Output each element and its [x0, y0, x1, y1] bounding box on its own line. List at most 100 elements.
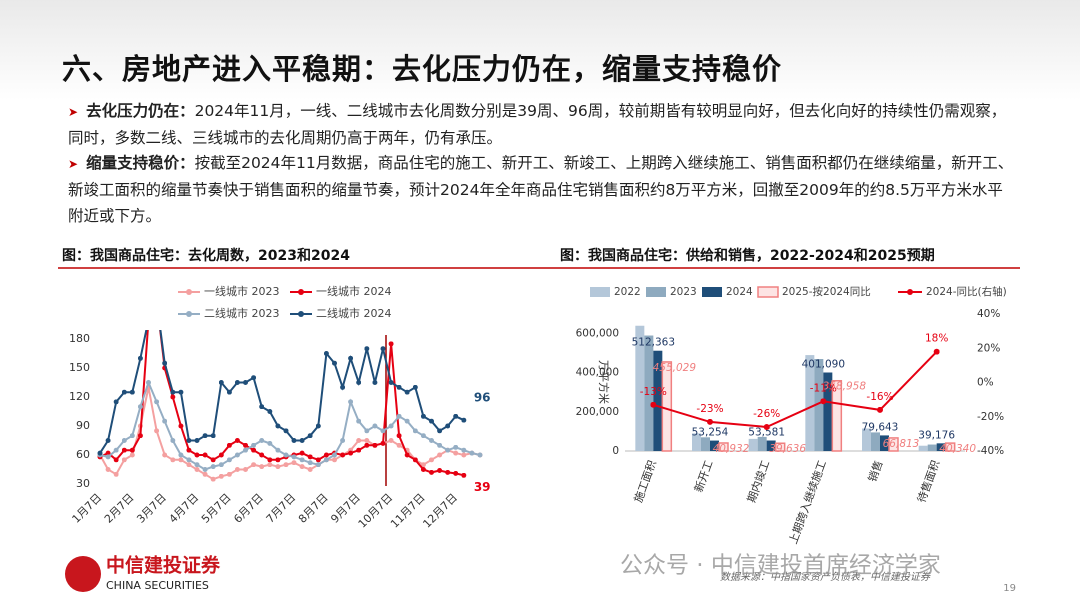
watermark: 公众号 · 中信建投首席经济学家	[620, 553, 941, 579]
bar	[944, 442, 956, 452]
data-label: 66,813	[883, 438, 920, 450]
legend-label: 二线城市 2023	[204, 306, 280, 320]
bar	[718, 442, 729, 452]
legend-swatch	[186, 311, 192, 317]
y2-tick-label: -40%	[977, 445, 1004, 457]
slide-title: 六、房地产进入平稳期：去化压力仍在，缩量支持稳价	[62, 52, 783, 86]
x-tick-label: 6月7日	[231, 491, 266, 526]
x-tick-label: 10月7日	[356, 491, 396, 531]
legend-swatch	[757, 286, 779, 298]
x-tick-label: 7月7日	[264, 491, 299, 526]
bar	[701, 437, 710, 451]
x-tick-label: 上期跨入继续施工	[786, 458, 829, 545]
data-label: -26%	[753, 408, 780, 420]
data-label: 39,636	[769, 443, 806, 455]
bullet-label: 去化压力仍在：	[86, 102, 195, 120]
y-tick-label: 0	[612, 445, 619, 457]
series-line	[650, 348, 940, 430]
data-label: 18%	[925, 333, 948, 345]
y2-tick-label: 0%	[977, 377, 994, 389]
bar	[918, 445, 928, 451]
bar	[710, 440, 719, 451]
series-line	[97, 379, 483, 472]
bullet-text: 按截至2024年11月数据，商品住宅的施工、新开工、新竣工、上期跨入继续施工、销…	[68, 154, 1014, 225]
y-tick-label: 90	[76, 419, 90, 432]
legend-label: 2023	[670, 286, 697, 298]
page-number: 19	[1003, 583, 1016, 594]
x-tick-label: 11月7日	[388, 491, 428, 531]
legend-label: 2025-按2024同比	[782, 285, 871, 298]
bar	[635, 325, 645, 451]
legend-swatch	[298, 289, 304, 295]
bar	[766, 440, 776, 451]
legend-swatch	[590, 287, 610, 297]
bar	[692, 433, 701, 451]
x-tick-label: 销售	[865, 458, 886, 483]
legend-swatch	[702, 287, 722, 297]
y-axis-label: 万平方米	[597, 360, 611, 404]
bullet: ➤ 去化压力仍在：2024年11月，一线、二线城市去化周数分别是39周、96周，较…	[68, 102, 1007, 147]
legend-label: 2024-同比(右轴)	[926, 285, 1007, 298]
end-label: 96	[474, 391, 491, 405]
y2-tick-label: 40%	[977, 308, 1000, 320]
legend-label: 2024	[726, 286, 753, 298]
y-tick-label: 180	[69, 332, 90, 345]
data-label: -16%	[866, 391, 893, 403]
y2-tick-label: 20%	[977, 342, 1000, 354]
chart-title: 图：我国商品住宅：去化周数，2023和2024	[62, 247, 350, 264]
x-tick-label: 待售面积	[914, 458, 942, 504]
header-band	[0, 0, 1080, 100]
end-label: 39	[474, 480, 491, 494]
y-tick-label: 400,000	[576, 367, 619, 379]
y-tick-label: 200,000	[576, 406, 619, 418]
bar	[644, 335, 654, 451]
legend-label: 一线城市 2024	[316, 284, 392, 298]
data-label: 39,176	[918, 429, 955, 441]
y-tick-label: 600,000	[576, 328, 619, 340]
data-label: 401,090	[802, 359, 845, 371]
x-tick-label: 5月7日	[199, 491, 234, 526]
x-tick-label: 3月7日	[134, 491, 169, 526]
bar	[757, 436, 767, 451]
y-tick-label: 150	[69, 361, 90, 374]
data-label: 40,340	[939, 443, 976, 455]
logo-icon	[65, 556, 101, 592]
legend-swatch	[646, 287, 666, 297]
chart-title: 图：我国商品住宅：供给和销售，2022-2024和2025预期	[560, 247, 935, 264]
legend-label: 一线城市 2023	[204, 284, 280, 298]
legend-label: 2022	[614, 286, 641, 298]
x-tick-label: 8月7日	[296, 491, 331, 526]
bar	[888, 437, 899, 452]
data-label: 79,643	[862, 421, 899, 433]
x-tick-label: 12月7日	[420, 491, 460, 531]
bar	[774, 442, 786, 452]
x-tick-label: 期内竣工	[744, 458, 772, 504]
bullet: ➤ 缩量支持稳价：按截至2024年11月数据，商品住宅的施工、新开工、新竣工、上期…	[68, 154, 1014, 225]
data-label: -23%	[696, 403, 723, 415]
legend-swatch	[186, 289, 192, 295]
y-tick-label: 30	[76, 477, 90, 490]
y-tick-label: 120	[69, 390, 90, 403]
bar	[927, 444, 937, 451]
x-tick-label: 4月7日	[167, 491, 202, 526]
x-tick-label: 2月7日	[102, 491, 137, 526]
legend-swatch	[298, 311, 304, 317]
data-label: -13%	[640, 386, 667, 398]
y2-tick-label: -20%	[977, 411, 1004, 423]
bar	[936, 443, 946, 451]
bar	[748, 438, 758, 451]
bar	[862, 428, 871, 451]
y-tick-label: 60	[76, 448, 90, 461]
legend-label: 二线城市 2024	[316, 306, 392, 320]
data-label: -11%	[810, 382, 837, 394]
data-label: 40,932	[713, 443, 750, 455]
series-line	[97, 330, 467, 478]
x-tick-label: 新开工	[691, 458, 715, 494]
source: 数据来源：中指国家资产负债表，中信建投证券	[720, 571, 931, 583]
data-label: 53,581	[748, 427, 785, 439]
x-tick-label: 施工面积	[632, 459, 659, 505]
legend-swatch	[907, 289, 913, 295]
bar	[871, 432, 880, 451]
x-tick-label: 1月7日	[70, 491, 105, 526]
